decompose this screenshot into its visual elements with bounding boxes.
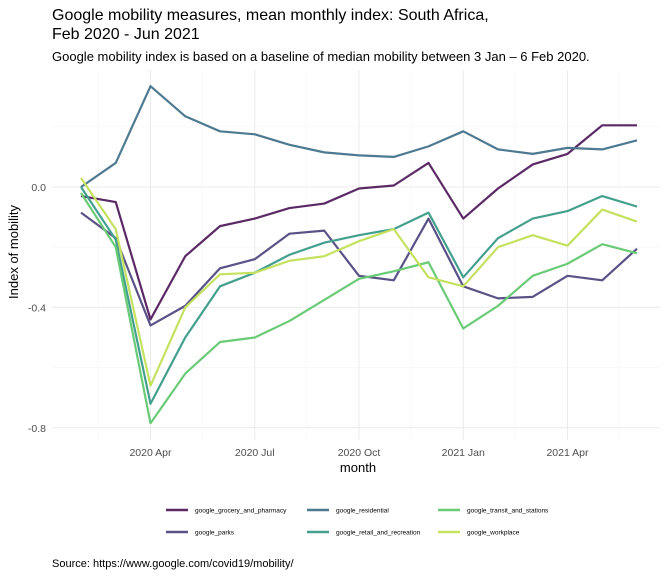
y-axis-title: Index of mobility xyxy=(6,205,21,299)
legend: google_grocery_and_pharmacy google_parks g… xyxy=(166,507,549,536)
y-tick-label: 0.0 xyxy=(31,182,46,194)
legend-label-google_residential: google_residential xyxy=(336,507,389,514)
legend-label-google_parks: google_parks xyxy=(195,529,235,536)
x-tick-label: 2021 Jan xyxy=(442,447,485,459)
x-tick-label: 2020 Apr xyxy=(129,447,172,459)
chart-title-line-2: Feb 2020 - Jun 2021 xyxy=(52,26,200,43)
legend-label-google_retail_and_recreation: google_retail_and_recreation xyxy=(336,529,421,536)
x-tick-label: 2020 Jul xyxy=(235,447,275,459)
x-tick-label: 2020 Oct xyxy=(338,447,381,459)
y-tick-label: -0.8 xyxy=(28,423,46,435)
y-tick-label: -0.4 xyxy=(28,302,46,314)
legend-label-google_grocery_and_pharmacy: google_grocery_and_pharmacy xyxy=(195,507,287,514)
x-tick-label: 2021 Apr xyxy=(546,447,589,459)
x-axis-ticks: 2020 Apr 2020 Jul 2020 Oct 2021 Jan 2021 Apr xyxy=(129,447,589,459)
legend-label-google_transit_and_stations: google_transit_and_stations xyxy=(467,507,549,514)
chart-caption: Source: https://www.google.com/covid19/m… xyxy=(52,558,294,570)
chart-title-line-1: Google mobility measures, mean monthly i… xyxy=(52,7,489,24)
y-axis-ticks: 0.0 -0.4 -0.8 xyxy=(28,182,46,435)
x-axis-title: month xyxy=(340,460,376,475)
legend-label-google_workplace: google_workplace xyxy=(467,529,520,536)
chart-subtitle: Google mobility index is based on a base… xyxy=(52,49,590,64)
